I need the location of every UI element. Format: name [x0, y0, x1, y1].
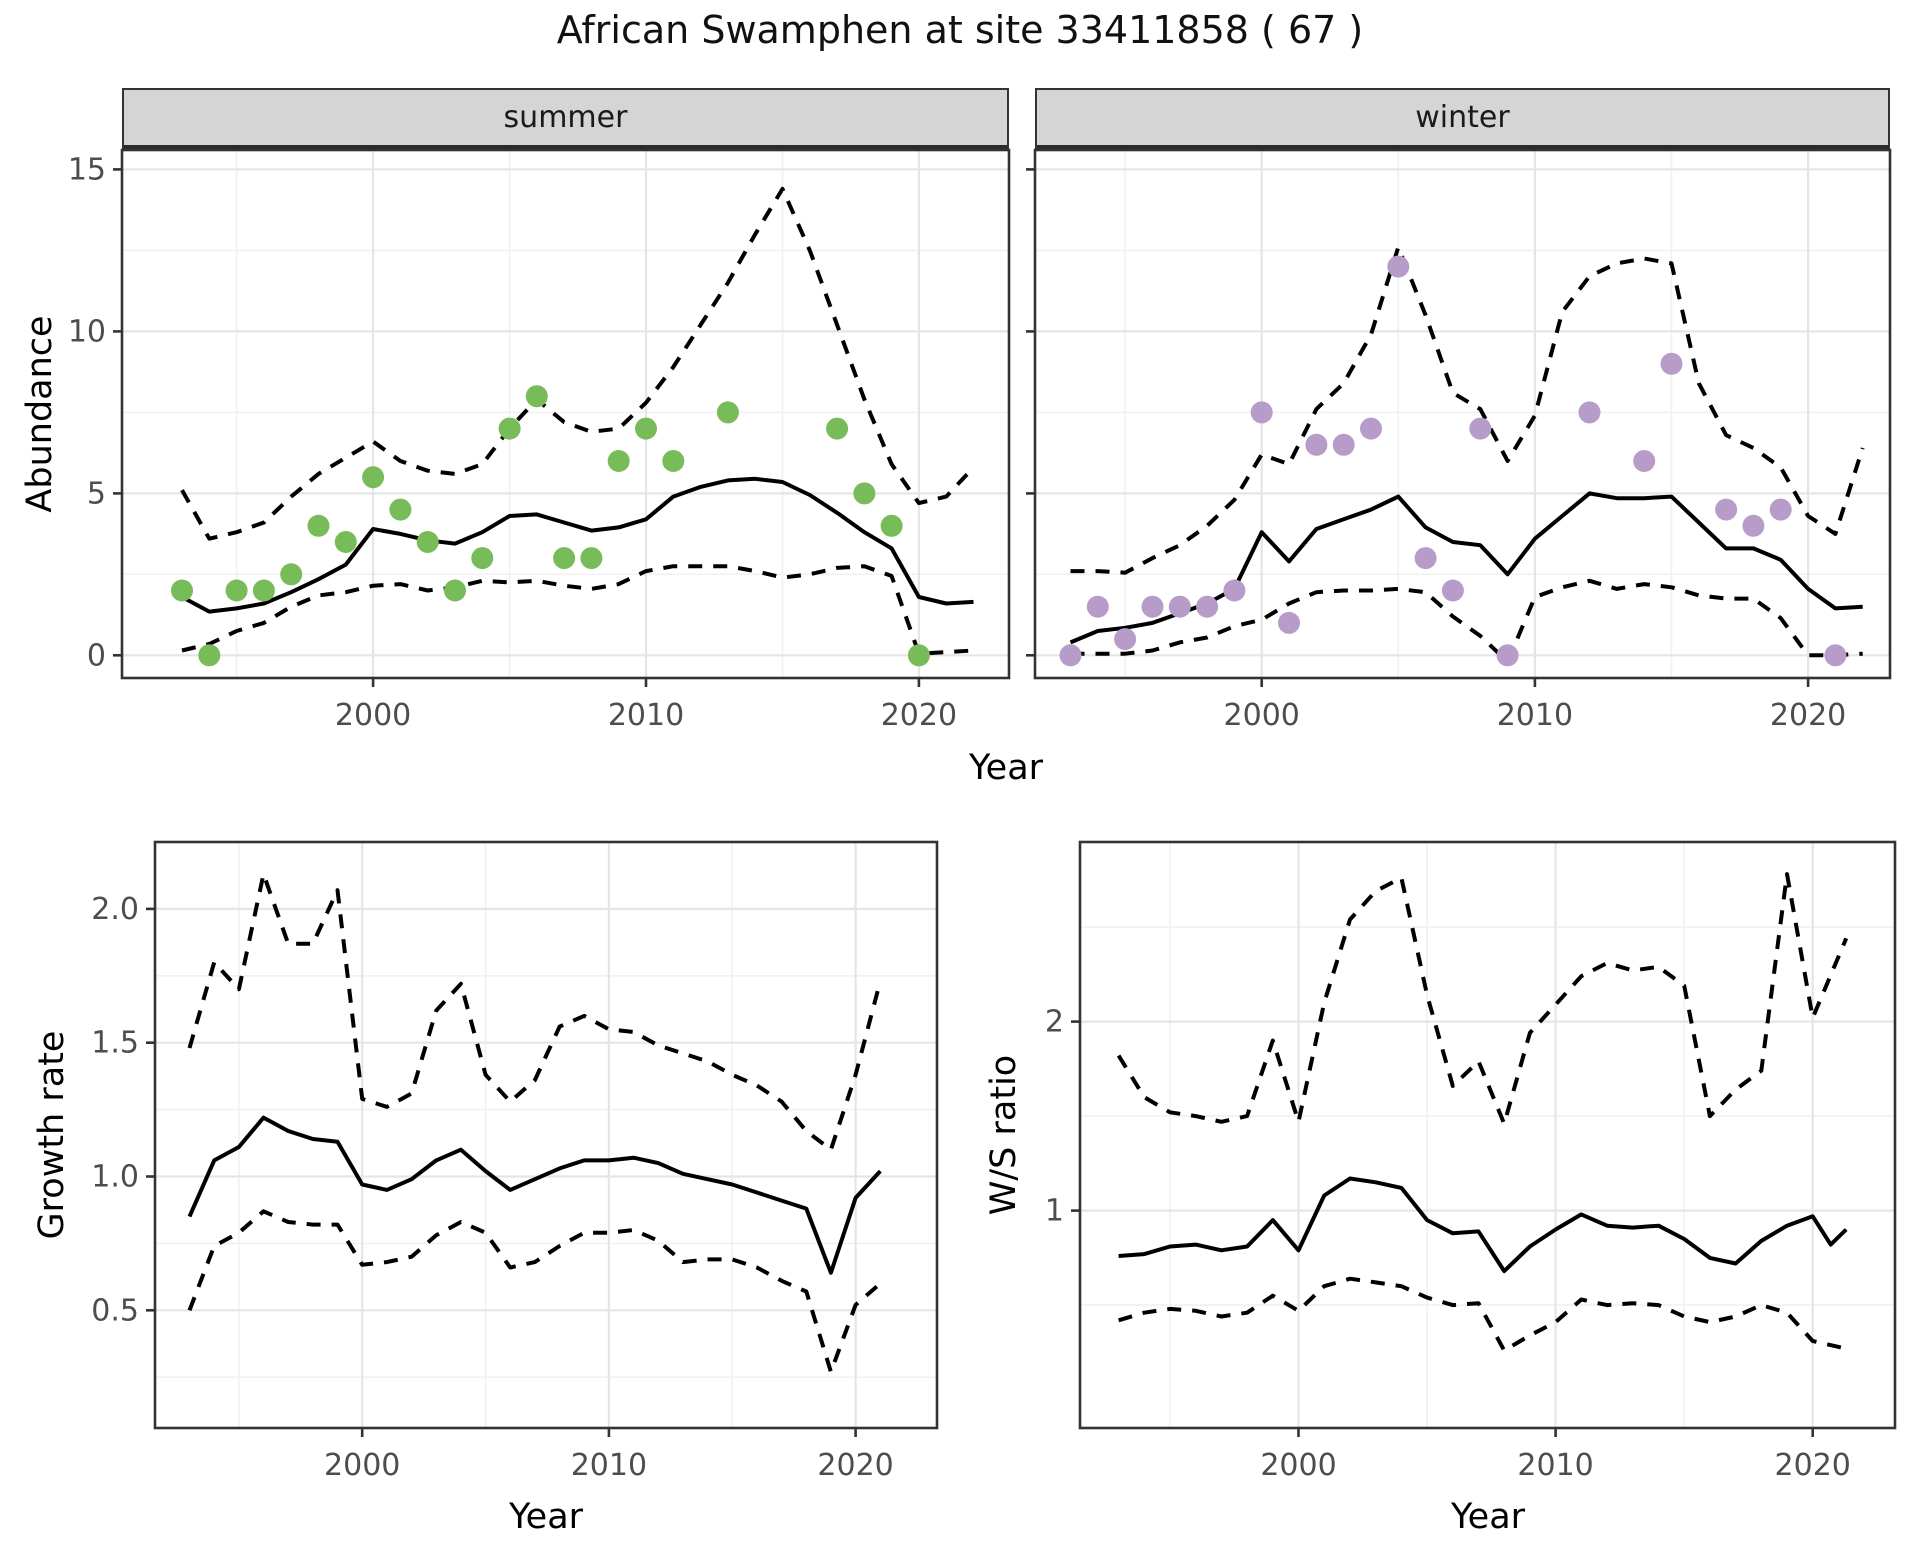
abundance-axis-title: Abundance: [20, 315, 60, 513]
abundance_winter-observation-dot: [1742, 514, 1765, 537]
x-tick-label: 2020: [817, 1448, 893, 1483]
ws_ratio-panel-border: [1078, 840, 1897, 1430]
y-tick-label: 0: [87, 638, 106, 673]
abundance_summer-lower_ci-line: [181, 564, 974, 656]
abundance_winter-observation-dot: [1715, 498, 1738, 521]
abundance_winter-upper_ci-line: [1070, 245, 1865, 575]
ws_ratio-median-line: [1118, 1176, 1848, 1274]
x-tick-label: 2000: [324, 1448, 400, 1483]
x-tick-label: 2010: [571, 1448, 647, 1483]
abundance_summer-observation-dot: [444, 579, 466, 602]
x-tick-label: 2020: [1775, 1448, 1851, 1483]
y-tick-label: 2: [1045, 1005, 1064, 1040]
abundance_summer-observation-dot: [580, 547, 603, 570]
x-tick-label: 2010: [608, 698, 684, 733]
abundance_summer-observation-dot: [471, 547, 494, 570]
abundance_winter-observation-dot: [1387, 255, 1410, 278]
abundance_summer-observation-dot: [171, 579, 193, 602]
abundance_winter-observation-dot: [1578, 401, 1601, 424]
abundance_summer-observation-dot: [416, 531, 439, 553]
abundance_summer-observation-dot: [607, 450, 630, 472]
abundance_summer-observation-dot: [853, 482, 876, 505]
abundance_winter-observation-dot: [1114, 628, 1137, 651]
y-tick-label: 0.5: [91, 1293, 139, 1328]
abundance_winter-observation-dot: [1633, 450, 1656, 472]
abundance_summer-observation-dot: [525, 385, 548, 408]
abundance_winter-observation-dot: [1278, 611, 1300, 634]
abundance_winter-observation-dot: [1141, 595, 1164, 618]
abundance_summer-observation-dot: [716, 401, 739, 424]
facet-strip-summer-label: summer: [503, 100, 628, 135]
x-tick-label: 2010: [1497, 698, 1573, 733]
y-tick-label: 15: [68, 152, 106, 187]
abundance_winter-observation-dot: [1360, 417, 1382, 440]
facet-strip-summer: summer: [122, 88, 1009, 150]
abundance_winter-observation-dot: [1469, 417, 1492, 440]
abundance_summer-observation-dot: [826, 417, 849, 440]
x-tick-label: 2000: [335, 698, 411, 733]
abundance_summer-observation-dot: [553, 547, 576, 570]
x-tick-label: 2000: [1224, 698, 1300, 733]
facet-strip-winter: winter: [1035, 88, 1890, 150]
abundance_summer-observation-dot: [389, 498, 412, 521]
growth-year-axis-title: Year: [508, 1497, 584, 1537]
abundance_summer-observation-dot: [635, 417, 657, 440]
abundance_summer-observation-dot: [880, 514, 903, 537]
abundance_winter-observation-dot: [1769, 498, 1792, 521]
abundance_summer-observation-dot: [662, 450, 685, 472]
abundance_summer-observation-dot: [280, 563, 303, 586]
abundance_summer-observation-dot: [498, 417, 521, 440]
abundance_winter-observation-dot: [1250, 401, 1273, 424]
growth_rate-median-line: [187, 1115, 882, 1275]
abundance_winter-lower_ci-line: [1070, 578, 1863, 664]
abundance_summer-observation-dot: [907, 644, 930, 667]
abundance_winter-observation-dot: [1660, 352, 1683, 375]
abundance_summer-observation-dot: [362, 466, 385, 489]
ws_ratio-upper_ci-line: [1116, 872, 1849, 1126]
abundance_summer-median-line: [181, 476, 974, 614]
ws-ratio-axis-title: W/S ratio: [984, 1054, 1024, 1216]
x-tick-label: 2010: [1517, 1448, 1593, 1483]
growth-rate-axis-title: Growth rate: [32, 1030, 72, 1240]
y-tick-label: 1: [1045, 1194, 1064, 1229]
abundance_winter-observation-dot: [1824, 644, 1847, 667]
abundance_winter-observation-dot: [1223, 579, 1246, 602]
abundance_winter-observation-dot: [1086, 595, 1109, 618]
growth_rate-upper_ci-line: [187, 872, 883, 1152]
abundance_winter-observation-dot: [1496, 644, 1519, 667]
abundance_winter-median-line: [1069, 491, 1863, 645]
growth_rate-panel-border: [153, 840, 939, 1430]
ws_ratio-lower_ci-line: [1118, 1276, 1847, 1353]
abundance_winter-panel-border: [1033, 148, 1892, 680]
y-tick-label: 10: [68, 314, 106, 349]
abundance_winter-observation-dot: [1305, 433, 1328, 456]
abundance_summer-observation-dot: [225, 579, 248, 602]
abundance_summer-observation-dot: [252, 579, 275, 602]
abundance_summer-upper_ci-line: [180, 186, 975, 541]
x-tick-label: 2020: [881, 698, 957, 733]
y-tick-label: 5: [87, 476, 106, 511]
y-tick-label: 2.0: [91, 892, 139, 927]
chart-title: African Swamphen at site 33411858 ( 67 ): [556, 8, 1364, 52]
abundance_summer-observation-dot: [334, 531, 357, 553]
abundance_winter-observation-dot: [1414, 547, 1437, 570]
ws-year-axis-title: Year: [1450, 1497, 1526, 1537]
x-tick-label: 2020: [1770, 698, 1846, 733]
abundance_summer-observation-dot: [198, 644, 221, 667]
y-tick-label: 1.5: [91, 1026, 139, 1061]
x-tick-label: 2000: [1260, 1448, 1336, 1483]
abundance_winter-observation-dot: [1059, 644, 1082, 667]
abundance_summer-observation-dot: [307, 514, 330, 537]
y-tick-label: 1.0: [91, 1160, 139, 1195]
growth_rate-lower_ci-line: [187, 1209, 882, 1374]
facet-strip-winter-label: winter: [1415, 100, 1510, 135]
top-year-axis-title: Year: [968, 748, 1044, 788]
abundance_summer-panel-border: [120, 148, 1011, 680]
abundance_winter-observation-dot: [1168, 595, 1191, 618]
abundance_winter-observation-dot: [1196, 595, 1219, 618]
abundance_winter-observation-dot: [1332, 433, 1355, 456]
abundance_winter-observation-dot: [1441, 579, 1464, 602]
